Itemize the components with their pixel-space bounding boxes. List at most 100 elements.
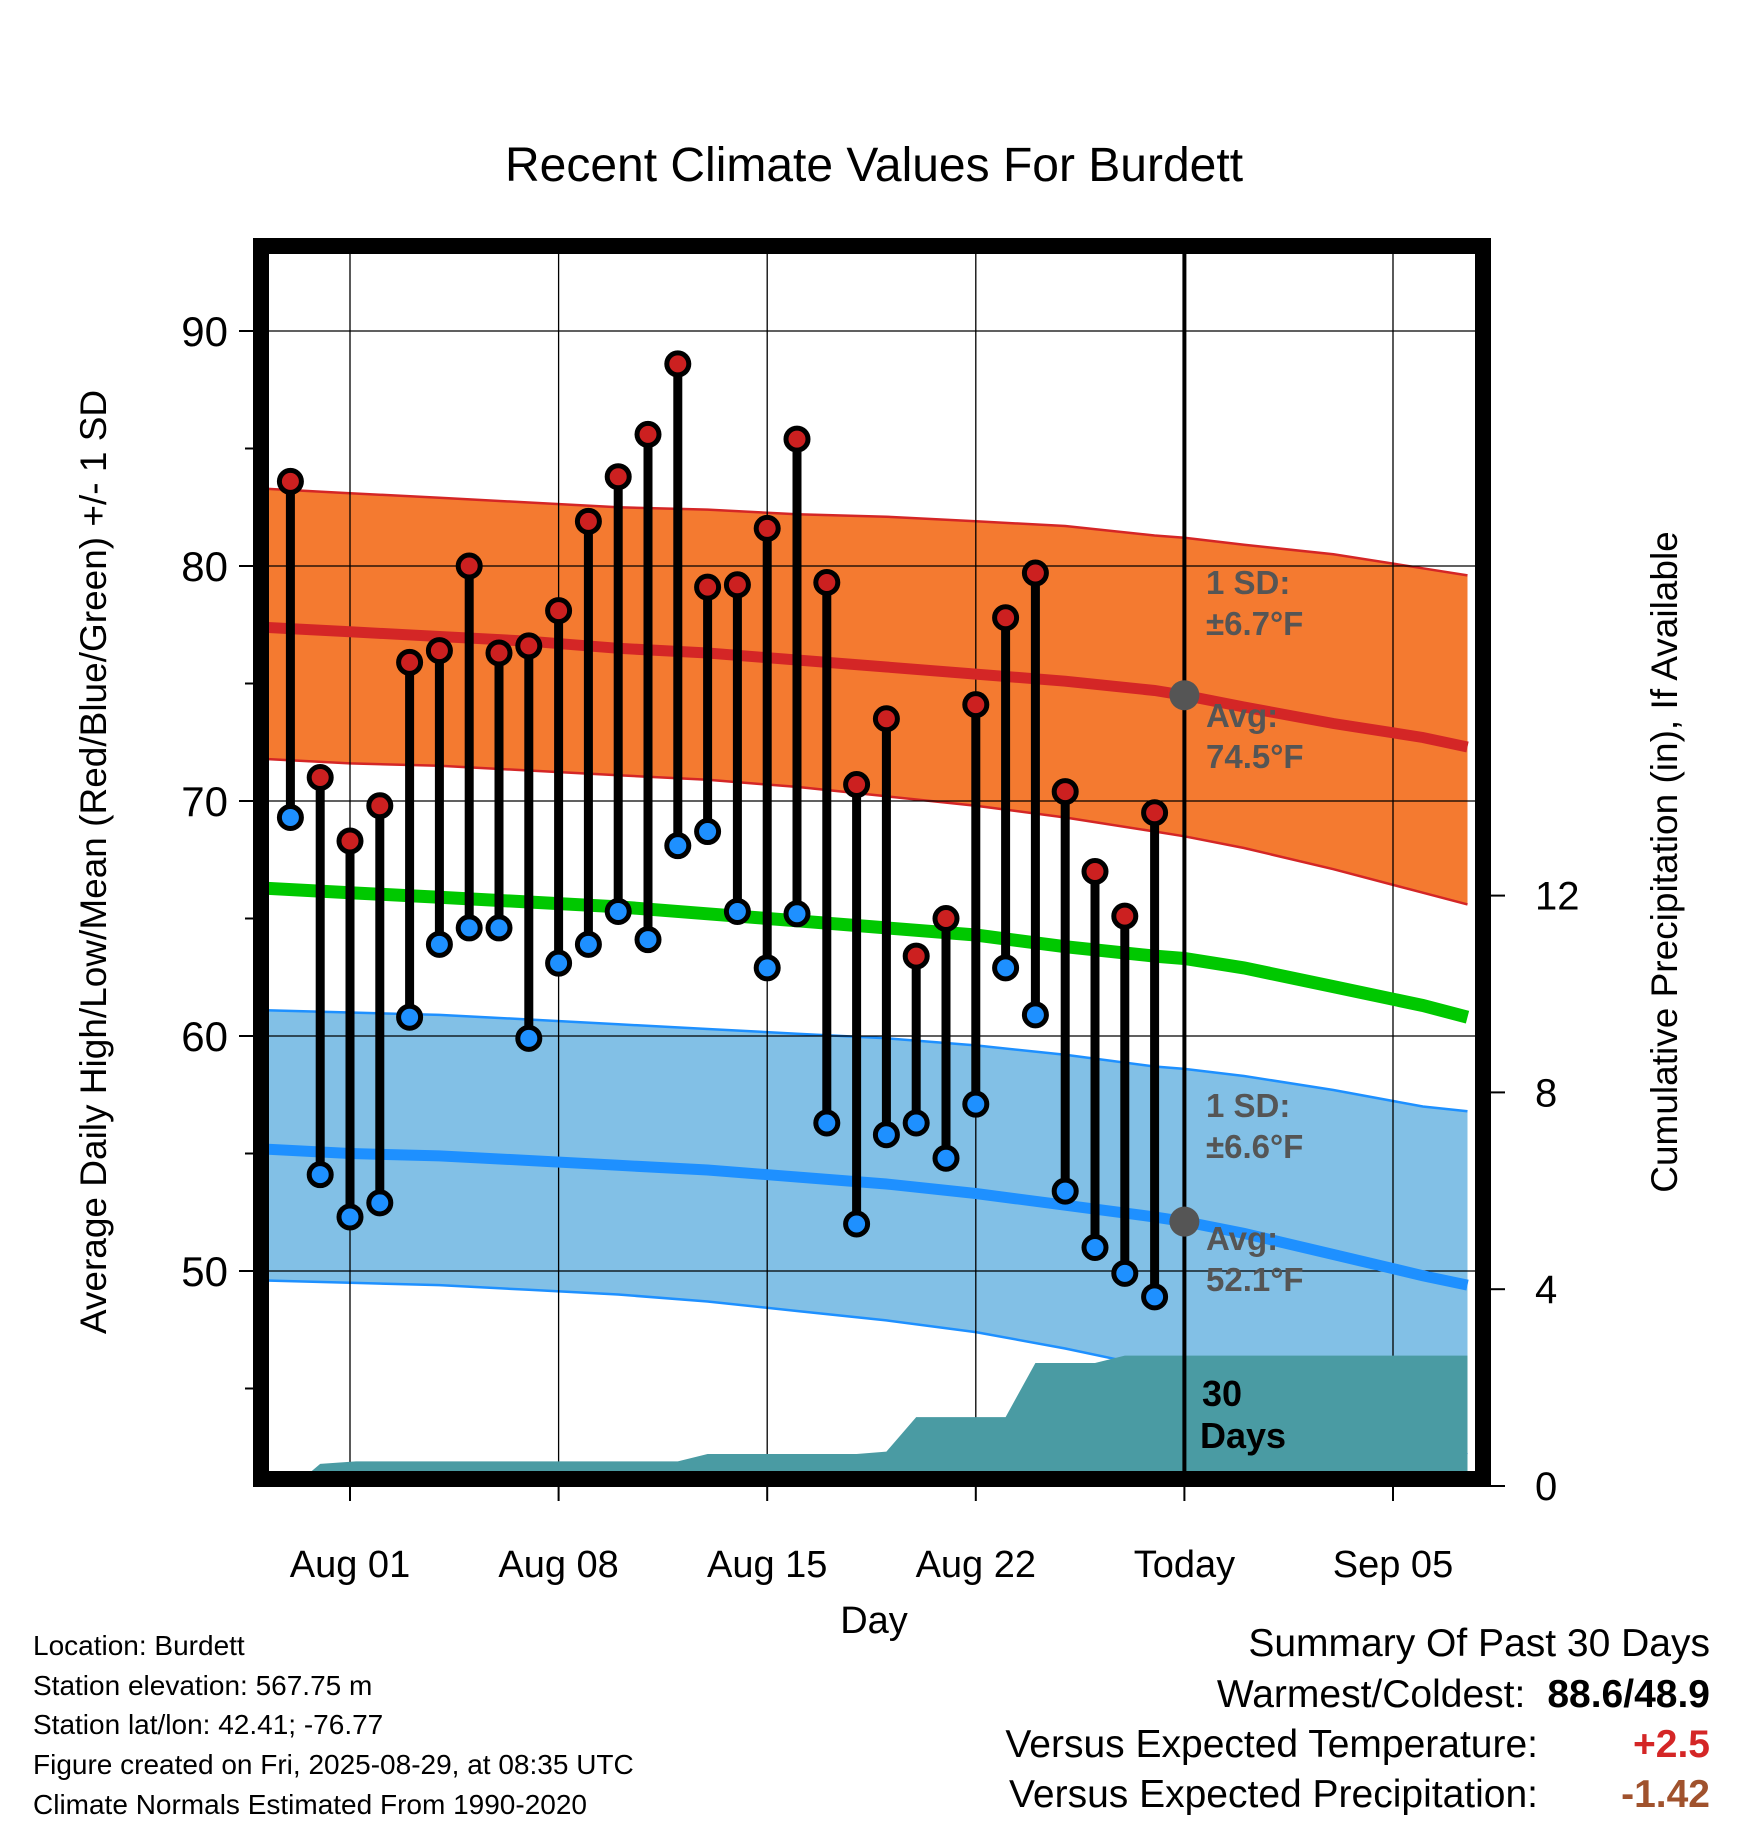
x-tick-label: Aug 01 [290, 1544, 410, 1586]
daily-low-point [574, 930, 602, 958]
daily-record [723, 571, 751, 925]
summary-warm-cold-label: Warmest/Coldest: [1216, 1673, 1526, 1716]
y2-tick-label: 4 [1535, 1268, 1557, 1312]
daily-record [664, 350, 692, 860]
daily-record [753, 514, 781, 982]
high-sd-value: ±6.7°F [1206, 605, 1303, 642]
daily-low-point [962, 1090, 990, 1118]
annotations: 1 SD: ±6.7°F Avg: 74.5°F 1 SD: ±6.6°F Av… [1200, 564, 1304, 1456]
precipitation-area [302, 1355, 1468, 1479]
summary-temp: Versus Expected Temperature: +2.5 [1005, 1723, 1710, 1767]
daily-low-point [485, 914, 513, 942]
daily-record [1111, 902, 1139, 1287]
daily-low-point [813, 1109, 841, 1137]
today-normal-low-dot [1169, 1206, 1200, 1237]
y2-axis-label: Cumulative Precipitation (in), If Availa… [1644, 531, 1685, 1193]
daily-high-point [306, 764, 334, 791]
summary-title: Summary Of Past 30 Days [1248, 1622, 1710, 1665]
daily-low-point [545, 949, 573, 977]
daily-record [783, 425, 811, 928]
daily-high-point [843, 771, 871, 799]
y-tick-label: 80 [181, 543, 228, 590]
days-unit-label: Days [1200, 1415, 1286, 1456]
daily-high-point [1111, 902, 1139, 930]
axes: Aug 01 Aug 08 Aug 15 Aug 22 Today Sep 05 50 60 7… [181, 308, 1579, 1586]
low-sd-value: ±6.6°F [1206, 1128, 1303, 1165]
daily-high-point [425, 637, 453, 665]
daily-low-point [336, 1203, 364, 1231]
daily-high-point [694, 573, 722, 601]
daily-low-point [455, 914, 483, 942]
daily-record [634, 420, 662, 954]
daily-record [604, 463, 632, 925]
daily-record [485, 639, 513, 942]
low-sd-label: 1 SD: [1206, 1087, 1290, 1124]
daily-record [425, 637, 453, 958]
summary-cold-value: 48.9 [1634, 1673, 1710, 1716]
high-avg-value: 74.5°F [1206, 738, 1304, 775]
chart-title: Recent Climate Values For Burdett [505, 139, 1243, 192]
daily-low-point [425, 930, 453, 958]
daily-low-point [932, 1144, 960, 1172]
normal-low-line [261, 1143, 1469, 1291]
daily-record [1081, 858, 1109, 1261]
daily-high-point [336, 827, 364, 855]
normal-high-line [261, 621, 1469, 753]
daily-high-point [545, 597, 573, 625]
high-sd-label: 1 SD: [1206, 564, 1290, 601]
daily-record [515, 632, 543, 1052]
x-tick-label: Aug 15 [707, 1544, 827, 1586]
daily-low-point [694, 818, 722, 846]
daily-low-point [515, 1024, 543, 1052]
daily-high-point [753, 514, 781, 542]
daily-low-point [664, 832, 692, 860]
y2-tick-label: 12 [1535, 875, 1580, 919]
y-tick-label: 60 [181, 1013, 228, 1060]
daily-record [1021, 559, 1049, 1029]
footer-created: Figure created on Fri, 2025-08-29, at 08… [33, 1749, 634, 1780]
daily-high-point [902, 942, 930, 970]
daily-low-point [1141, 1283, 1169, 1311]
daily-low-point [276, 803, 304, 831]
daily-high-point [604, 463, 632, 491]
y-tick-label: 50 [181, 1248, 228, 1295]
high-avg-label: Avg: [1206, 697, 1278, 734]
daily-record [1051, 778, 1079, 1205]
daily-record [902, 942, 930, 1137]
daily-high-point [664, 350, 692, 378]
daily-high-point [455, 552, 483, 580]
daily-low-point [723, 897, 751, 925]
summary-precip-label: Versus Expected Precipitation: [1009, 1773, 1538, 1816]
daily-record [574, 507, 602, 958]
daily-high-point [992, 604, 1020, 632]
daily-record [306, 764, 334, 1189]
daily-record [396, 648, 424, 1031]
daily-record [276, 467, 304, 831]
summary-warm-cold: Warmest/Coldest: 88.6/48.9 [1216, 1673, 1710, 1716]
daily-low-point [872, 1121, 900, 1149]
daily-high-point [276, 467, 304, 495]
daily-high-point [872, 705, 900, 733]
summary-warm-value: 88.6 [1547, 1673, 1624, 1716]
daily-record [872, 705, 900, 1149]
daily-low-point [843, 1210, 871, 1238]
daily-low-point [366, 1189, 394, 1217]
daily-low-point [753, 954, 781, 982]
normal-mean-line [261, 881, 1470, 1024]
today-normal-high-dot [1169, 680, 1200, 711]
daily-low-point [992, 954, 1020, 982]
daily-record [843, 771, 871, 1238]
summary-temp-value: +2.5 [1633, 1723, 1710, 1766]
plot-frame [253, 238, 1491, 1487]
footer-latlon: Station lat/lon: 42.41; -76.77 [33, 1709, 384, 1740]
daily-high-point [723, 571, 751, 599]
daily-high-point [813, 568, 841, 596]
daily-low-point [634, 926, 662, 954]
daily-low-point [1111, 1259, 1139, 1287]
daily-high-point [1081, 858, 1109, 885]
daily-high-point [634, 420, 662, 448]
daily-low-point [1081, 1234, 1109, 1261]
daily-low-point [783, 900, 811, 928]
daily-low-point [306, 1161, 334, 1189]
